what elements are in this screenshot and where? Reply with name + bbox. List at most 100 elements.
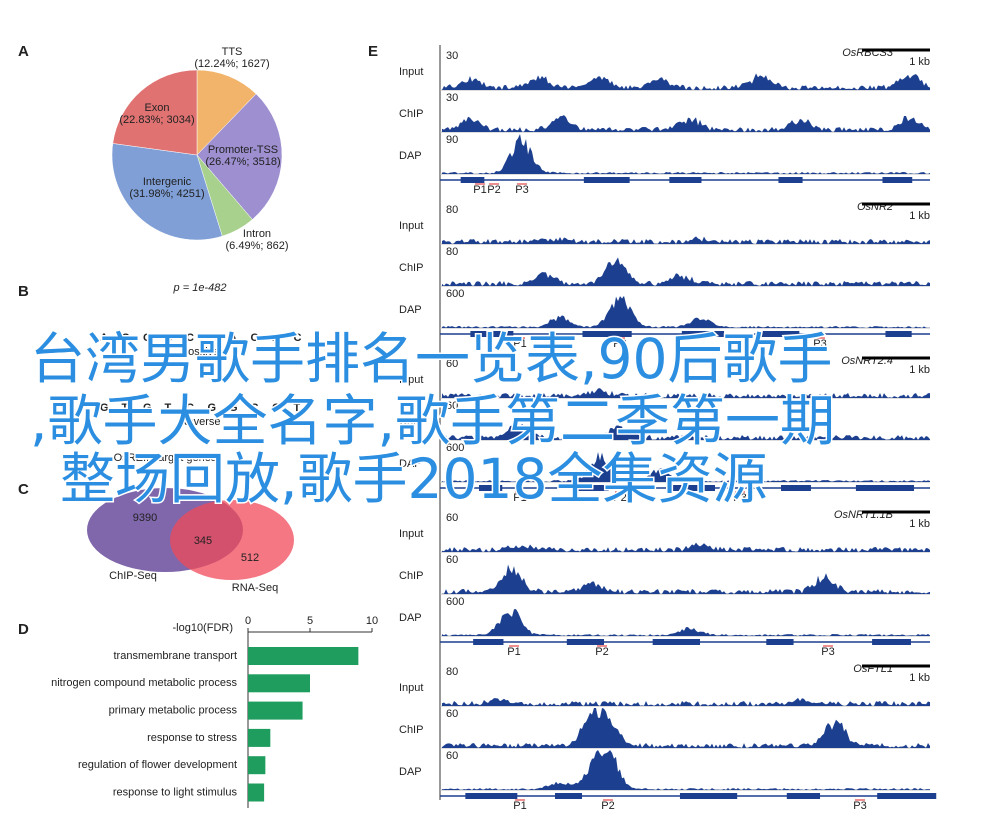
- category-label: response to stress: [147, 732, 237, 744]
- coverage: [442, 542, 930, 552]
- logo-letter: T: [122, 402, 129, 414]
- exon: [760, 331, 800, 337]
- logo-letter: C: [186, 332, 194, 344]
- coverage: [442, 388, 930, 398]
- track-scale: 600: [446, 442, 464, 454]
- logo-letter: C: [122, 332, 130, 344]
- exon: [681, 331, 725, 337]
- exon: [465, 793, 518, 799]
- scale-label: 1 kb: [909, 518, 930, 530]
- promoter-label: P2: [595, 646, 608, 658]
- slice-label: Exon: [144, 102, 169, 114]
- coverage: [442, 115, 930, 132]
- venn-count: 9390: [133, 512, 157, 524]
- track-name: Input: [399, 220, 423, 232]
- exon: [470, 331, 514, 337]
- exon: [554, 793, 582, 799]
- logo-letter: G: [100, 402, 109, 414]
- track-scale: 80: [446, 246, 458, 258]
- track-scale: 60: [446, 750, 458, 762]
- exon: [566, 639, 605, 645]
- track-name: ChIP: [399, 724, 423, 736]
- category-label: regulation of flower development: [78, 759, 237, 771]
- logo-letter: G: [208, 332, 217, 344]
- track-scale: 60: [446, 358, 458, 370]
- promoter-label: P3: [733, 492, 746, 504]
- x-tick-label: 5: [307, 615, 313, 627]
- exon: [786, 793, 821, 799]
- exon: [669, 177, 702, 183]
- promoter-label: P3: [515, 184, 528, 196]
- promoter-label: P2: [613, 338, 626, 350]
- track-scale: 600: [446, 596, 464, 608]
- logo-letter: G: [143, 332, 152, 344]
- promoter-label: P3: [813, 338, 826, 350]
- panel-label: D: [18, 621, 29, 638]
- exon: [882, 177, 913, 183]
- exon: [669, 485, 716, 491]
- track-name: ChIP: [399, 262, 423, 274]
- bar: [248, 674, 310, 693]
- slice-label: Intergenic: [143, 176, 192, 188]
- exon: [766, 639, 794, 645]
- overlay-text: 整场回放,歌手2018全集资源: [60, 447, 767, 511]
- track-name: DAP: [399, 766, 422, 778]
- logo-letter: G: [272, 402, 281, 414]
- venn-count: 512: [241, 552, 259, 564]
- track-scale: 60: [446, 512, 458, 524]
- logo-letter: C: [251, 332, 259, 344]
- panel-label: E: [368, 43, 378, 60]
- panel-label: B: [18, 283, 29, 300]
- bar: [248, 647, 359, 665]
- venn-count: 345: [194, 535, 212, 547]
- coverage: [442, 236, 930, 244]
- slice-value: (22.83%; 3034): [119, 114, 194, 126]
- scale-label: 1 kb: [909, 210, 930, 222]
- scale-label: 1 kb: [909, 56, 930, 68]
- coverage: [442, 697, 930, 706]
- scale-label: 1 kb: [909, 672, 930, 684]
- coverage: [442, 609, 930, 636]
- slice-value: (26.47%; 3518): [205, 156, 280, 168]
- pie-slice: [196, 93, 283, 220]
- track-scale: 80: [446, 204, 458, 216]
- pie-slice: [112, 69, 198, 156]
- logo-letter: C: [165, 332, 173, 344]
- category-label: nitrogen compound metabolic process: [51, 677, 237, 689]
- track-scale: 60: [446, 708, 458, 720]
- logo-letter: C: [251, 402, 259, 414]
- bar: [248, 783, 265, 802]
- panel-label: C: [18, 481, 29, 498]
- logo-letter: T: [294, 402, 301, 414]
- exon: [460, 177, 485, 183]
- category-label: response to light stimulus: [113, 786, 238, 798]
- promoter-label: P1: [473, 184, 486, 196]
- slice-label: Intron: [243, 228, 271, 240]
- track-name: Input: [399, 528, 423, 540]
- slice-value: (31.98%; 4251): [129, 188, 204, 200]
- slice-label: TTS: [222, 46, 243, 58]
- promoter-label: P1: [513, 338, 526, 350]
- pie-slice: [111, 143, 223, 241]
- track-name: DAP: [399, 458, 422, 470]
- category-label: transmembrane transport: [114, 650, 238, 662]
- slice-label: Promoter-TSS: [208, 144, 278, 156]
- track-name: DAP: [399, 612, 422, 624]
- coverage: [442, 134, 930, 174]
- track-scale: 90: [446, 134, 458, 146]
- exon: [781, 485, 811, 491]
- exon: [885, 331, 912, 337]
- track-scale: 30: [446, 50, 458, 62]
- logo-letter: G: [143, 402, 152, 414]
- slice-value: (6.49%; 862): [226, 240, 289, 252]
- exon: [652, 639, 701, 645]
- motif-title: p = 1e-482: [173, 282, 227, 294]
- track-scale: 60: [446, 554, 458, 566]
- track-name: DAP: [399, 150, 422, 162]
- logo-letter: A: [272, 332, 280, 344]
- promoter-label: P1: [507, 646, 520, 658]
- exon: [582, 331, 632, 337]
- coverage: [442, 257, 930, 286]
- exon: [872, 639, 911, 645]
